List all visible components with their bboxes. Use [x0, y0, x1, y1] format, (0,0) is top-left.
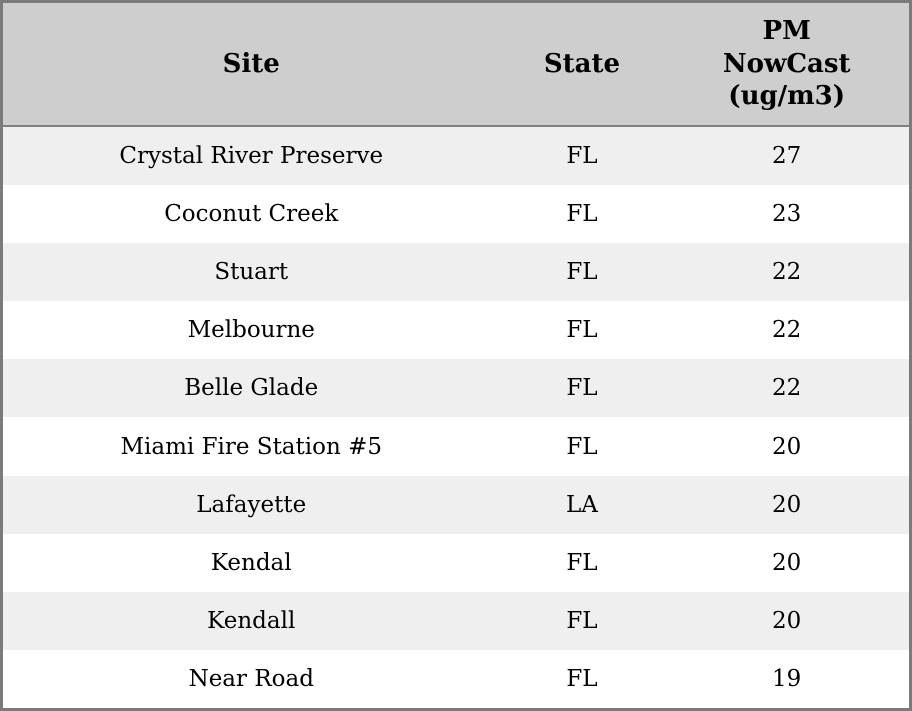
col-header-pm-nowcast: PM NowCast (ug/m3) [664, 3, 909, 127]
header-row: Site State PM NowCast (ug/m3) [3, 3, 909, 127]
table-row: Belle Glade FL 22 [3, 359, 909, 418]
site-cell: Near Road [188, 665, 314, 692]
site-cell: Kendall [207, 607, 296, 634]
col-header-site: Site [3, 3, 500, 127]
state-cell: FL [566, 375, 598, 402]
col-header-state-label: State [543, 48, 621, 79]
state-cell: FL [566, 143, 598, 170]
state-cell: FL [566, 317, 598, 344]
site-cell: Belle Glade [184, 375, 319, 402]
pm-nowcast-cell: 20 [772, 491, 802, 518]
pm-nowcast-cell: 22 [772, 317, 802, 344]
table-row: Melbourne FL 22 [3, 301, 909, 360]
table-row: Kendall FL 20 [3, 591, 909, 650]
state-cell: FL [566, 259, 598, 286]
site-cell: Stuart [214, 259, 289, 286]
pm-nowcast-cell: 22 [772, 375, 802, 402]
table-body: Crystal River Preserve FL 27 Coconut Creek F… [3, 126, 909, 708]
state-cell: LA [565, 491, 598, 518]
table-row: Kendal FL 20 [3, 533, 909, 592]
col-header-site-label: Site [222, 48, 280, 79]
table-row: Coconut Creek FL 23 [3, 185, 909, 244]
state-cell: FL [566, 665, 598, 692]
pm-nowcast-cell: 20 [772, 549, 802, 576]
site-cell: Crystal River Preserve [119, 143, 384, 170]
site-cell: Kendal [210, 549, 292, 576]
table-row: Near Road FL 19 [3, 649, 909, 708]
site-cell: Lafayette [196, 491, 307, 518]
site-cell: Coconut Creek [164, 201, 339, 228]
state-cell: FL [566, 549, 598, 576]
pm-nowcast-cell: 20 [772, 433, 802, 460]
state-cell: FL [566, 607, 598, 634]
col-header-pm-nowcast-label: PM NowCast (ug/m3) [722, 16, 851, 112]
pm-nowcast-cell: 22 [772, 259, 802, 286]
state-cell: FL [566, 201, 598, 228]
table-row: Stuart FL 22 [3, 243, 909, 302]
table-header: Site State PM NowCast (ug/m3) [3, 3, 909, 127]
site-cell: Miami Fire Station #5 [120, 433, 382, 460]
pm-nowcast-cell: 19 [772, 665, 802, 692]
table-row: Miami Fire Station #5 FL 20 [3, 417, 909, 476]
state-cell: FL [566, 433, 598, 460]
pm-nowcast-table: Site State PM NowCast (ug/m3) Crystal Ri… [3, 3, 909, 708]
col-header-state: State [499, 3, 665, 127]
table-row: Crystal River Preserve FL 27 [3, 126, 909, 186]
pm-nowcast-cell: 27 [772, 143, 802, 170]
pm-nowcast-cell: 23 [772, 201, 802, 228]
pm-nowcast-cell: 20 [772, 607, 802, 634]
table-row: Lafayette LA 20 [3, 475, 909, 534]
site-cell: Melbourne [187, 317, 315, 344]
